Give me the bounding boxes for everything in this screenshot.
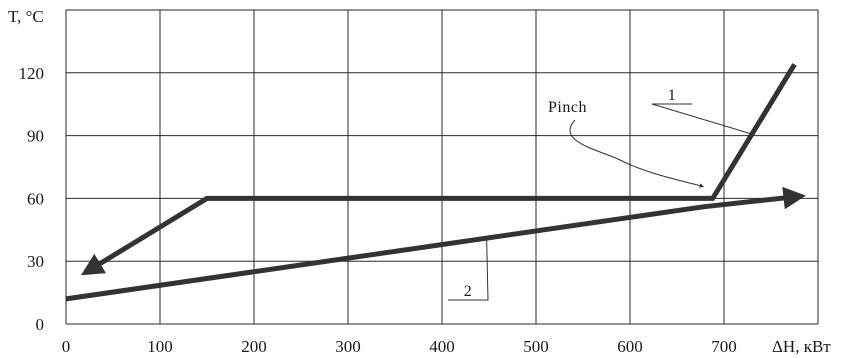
y-tick-label: 60 bbox=[27, 189, 44, 208]
y-tick-label: 90 bbox=[27, 127, 44, 146]
x-tick-label: 600 bbox=[617, 337, 643, 356]
x-tick-label: 300 bbox=[335, 337, 361, 356]
grid bbox=[65, 9, 819, 325]
x-tick-label: 100 bbox=[147, 337, 173, 356]
series-1-label: 1 bbox=[668, 87, 677, 104]
x-tick-label: 500 bbox=[523, 337, 549, 356]
pinch-arrow bbox=[569, 119, 705, 188]
pinch-label: Pinch bbox=[548, 99, 587, 116]
y-axis-label: T, °C bbox=[8, 7, 44, 26]
x-tick-label: 200 bbox=[241, 337, 267, 356]
series-line-1 bbox=[80, 63, 797, 276]
x-axis-label: ΔH, кВт bbox=[772, 337, 831, 356]
series-1-leader bbox=[651, 103, 753, 135]
y-tick-label: 120 bbox=[19, 64, 45, 83]
x-tick-label: 400 bbox=[429, 337, 455, 356]
series-line-2 bbox=[65, 186, 806, 302]
annotations: 1 2 Pinch bbox=[448, 87, 753, 301]
y-tick-label: 30 bbox=[27, 252, 44, 271]
tick-labels: 0 100 200 300 400 500 600 700 0 30 60 90 120 bbox=[19, 64, 737, 356]
x-tick-label: 700 bbox=[711, 337, 737, 356]
series-2-label: 2 bbox=[464, 283, 473, 300]
y-tick-label: 0 bbox=[36, 315, 45, 334]
series-group bbox=[65, 63, 806, 302]
series-2-leader bbox=[448, 238, 489, 301]
x-tick-label: 0 bbox=[62, 337, 71, 356]
